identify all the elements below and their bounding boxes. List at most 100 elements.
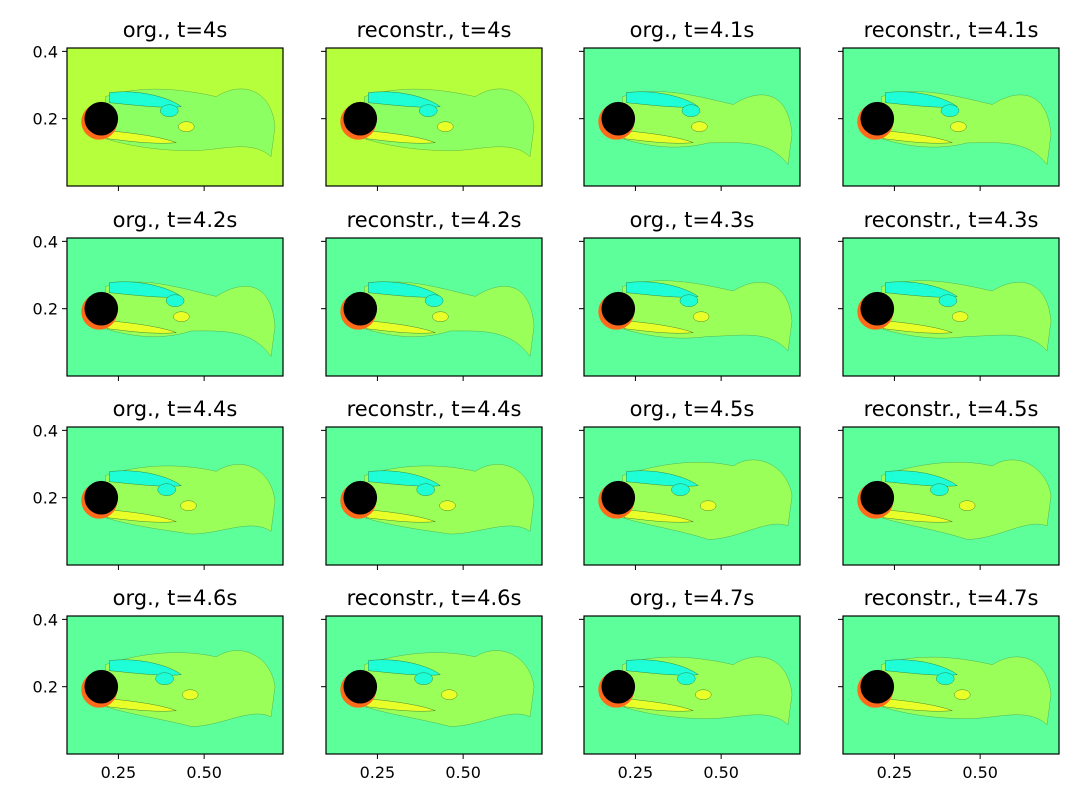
x-tick-label: 0.50 xyxy=(186,763,222,782)
y-tick-label: 0.4 xyxy=(33,42,58,61)
panel-title: reconstr., t=4.4s xyxy=(347,397,522,421)
vortex-yellow-core xyxy=(432,311,449,322)
vortex-cyan-core xyxy=(419,104,438,117)
contour-field xyxy=(67,48,283,186)
vortex-yellow xyxy=(624,320,694,334)
panel-9: org., t=4.4s 0.2 0.4 xyxy=(33,397,284,570)
contour-field xyxy=(67,616,283,754)
vortex-cyan xyxy=(109,91,182,108)
contour-field xyxy=(326,427,542,565)
vortex-cyan-core xyxy=(940,104,960,117)
vortex-cyan-core xyxy=(160,104,179,117)
contour-field xyxy=(326,238,542,376)
contour-field xyxy=(326,48,542,186)
y-tick-label: 0.4 xyxy=(33,232,58,251)
panel-13: org., t=4.6s 0.2 0.4 0.25 0.50 xyxy=(33,586,284,782)
vortex-yellow xyxy=(624,698,694,712)
vortex-cyan xyxy=(626,281,699,298)
vortex-cyan-core xyxy=(671,483,690,496)
cylinder xyxy=(84,480,119,515)
panel-title: reconstr., t=4.3s xyxy=(864,208,1039,232)
panel-7: org., t=4.3s xyxy=(579,208,801,381)
vortex-cyan-core xyxy=(938,294,958,307)
panel-title: org., t=4.3s xyxy=(630,208,755,232)
cylinder xyxy=(84,669,119,704)
vortex-yellow-core xyxy=(691,121,708,132)
cylinder xyxy=(601,291,636,326)
contour-field xyxy=(326,616,542,754)
panel-11: org., t=4.5s xyxy=(579,397,801,570)
panel-title: org., t=4.1s xyxy=(630,18,755,42)
vortex-yellow xyxy=(107,698,177,712)
panel-title: org., t=4.7s xyxy=(630,586,755,610)
x-tick-label: 0.50 xyxy=(703,763,739,782)
panel-title: reconstr., t=4.5s xyxy=(864,397,1039,421)
axes-frame xyxy=(325,47,543,187)
vortex-cyan-core xyxy=(681,104,701,117)
panel-title: reconstr., t=4.7s xyxy=(864,586,1039,610)
axes-frame xyxy=(66,47,284,187)
vortex-yellow xyxy=(366,130,436,144)
axes-frame xyxy=(583,47,801,187)
cylinder xyxy=(860,101,895,136)
vortex-yellow-core xyxy=(958,500,976,511)
vortex-yellow-core xyxy=(178,121,195,132)
panel-title: org., t=4.5s xyxy=(630,397,755,421)
panel-title: reconstr., t=4.1s xyxy=(864,18,1039,42)
cylinder xyxy=(343,669,378,704)
cylinder xyxy=(343,480,378,515)
panel-title: org., t=4.4s xyxy=(113,397,238,421)
y-tick-label: 0.2 xyxy=(33,678,58,697)
contour-field xyxy=(584,48,800,186)
panel-16: reconstr., t=4.7s 0.25 0.50 xyxy=(838,586,1060,782)
vortex-yellow xyxy=(883,698,953,712)
panel-2: reconstr., t=4s xyxy=(321,18,543,191)
contour-field xyxy=(843,427,1059,565)
cylinder xyxy=(84,291,119,326)
vortex-cyan xyxy=(885,470,958,487)
panel-3: org., t=4.1s xyxy=(579,18,801,191)
contour-field xyxy=(843,238,1059,376)
panel-title: org., t=4s xyxy=(123,18,228,42)
y-tick-label: 0.2 xyxy=(33,300,58,319)
x-tick-label: 0.25 xyxy=(618,763,654,782)
vortex-yellow xyxy=(883,130,953,144)
axes-frame xyxy=(583,237,801,377)
contour-field xyxy=(67,238,283,376)
cylinder xyxy=(343,101,378,136)
cylinder xyxy=(601,669,636,704)
panel-4: reconstr., t=4.1s xyxy=(838,18,1060,191)
panel-6: reconstr., t=4.2s xyxy=(321,208,543,381)
cylinder xyxy=(860,291,895,326)
vortex-cyan xyxy=(626,470,699,487)
vortex-yellow xyxy=(107,130,177,144)
panel-title: reconstr., t=4.2s xyxy=(347,208,522,232)
vortex-yellow xyxy=(366,698,436,712)
panel-title: org., t=4.2s xyxy=(113,208,238,232)
axes-frame xyxy=(583,615,801,755)
panel-15: org., t=4.7s 0.25 0.50 xyxy=(579,586,801,782)
x-tick-label: 0.50 xyxy=(962,763,998,782)
vortex-yellow-core xyxy=(951,311,969,322)
axes-frame xyxy=(325,237,543,377)
vortex-yellow-core xyxy=(437,121,454,132)
vortex-cyan-core xyxy=(155,672,174,685)
cylinder xyxy=(860,480,895,515)
vortex-yellow xyxy=(624,130,694,144)
vortex-yellow-core xyxy=(954,689,971,700)
vortex-yellow-core xyxy=(692,311,710,322)
contour-field xyxy=(584,616,800,754)
vortex-cyan-core xyxy=(416,483,435,496)
vortex-yellow-core xyxy=(439,500,456,511)
axes-frame xyxy=(842,426,1060,566)
vortex-cyan-core xyxy=(679,294,699,307)
vortex-yellow xyxy=(883,320,953,334)
vortex-yellow xyxy=(883,509,953,523)
vortex-cyan xyxy=(885,659,958,676)
vortex-cyan-core xyxy=(157,483,176,496)
cylinder xyxy=(601,101,636,136)
cylinder xyxy=(601,480,636,515)
vortex-cyan-core xyxy=(414,672,433,685)
axes-frame xyxy=(842,237,1060,377)
axes-frame xyxy=(66,426,284,566)
